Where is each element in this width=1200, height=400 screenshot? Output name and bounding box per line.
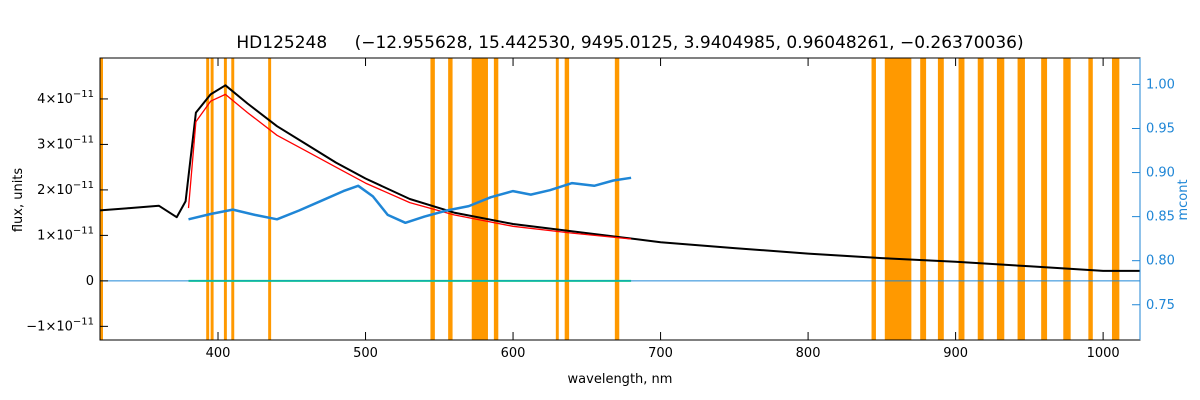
series-mcont bbox=[188, 176, 632, 225]
x-tick-label: 400 bbox=[206, 346, 231, 361]
y2-tick-label: 0.80 bbox=[1146, 254, 1175, 269]
x-tick-label: 600 bbox=[501, 346, 526, 361]
masked-region bbox=[958, 58, 965, 340]
masked-region bbox=[231, 58, 235, 340]
masked-region bbox=[1063, 58, 1071, 340]
y-tick-label: −1×10−11 bbox=[26, 316, 94, 334]
masked-region bbox=[493, 58, 499, 340]
title-star: HD125248 bbox=[236, 33, 327, 53]
y2-tick-label: 0.85 bbox=[1146, 210, 1175, 225]
y-tick-label: 0 bbox=[86, 274, 94, 289]
y-tick-label: 1×10−11 bbox=[37, 225, 94, 243]
y2-tick-label: 0.90 bbox=[1146, 166, 1175, 181]
masked-region bbox=[1088, 58, 1093, 340]
title-params: (−12.955628, 15.442530, 9495.0125, 3.940… bbox=[355, 33, 1024, 53]
masked-region bbox=[977, 58, 984, 340]
masked-region bbox=[100, 58, 103, 340]
y-tick-label: 4×10−11 bbox=[37, 89, 94, 107]
series-layer bbox=[99, 84, 1140, 282]
series-observed bbox=[99, 84, 1140, 272]
chart-title: HD125248 (−12.955628, 15.442530, 9495.01… bbox=[236, 33, 1023, 53]
x-tick-label: 1000 bbox=[1087, 346, 1120, 361]
masked-region bbox=[471, 58, 488, 340]
masked-region bbox=[268, 58, 272, 340]
masked-region bbox=[1111, 58, 1120, 340]
masked-region bbox=[564, 58, 570, 340]
masked-region bbox=[996, 58, 1005, 340]
y2-tick-label: 0.75 bbox=[1146, 298, 1175, 313]
masked-region bbox=[614, 58, 620, 340]
masked-region bbox=[937, 58, 944, 340]
x-tick-label: 500 bbox=[353, 346, 378, 361]
y-tick-label: 3×10−11 bbox=[37, 134, 94, 152]
axes-layer: 400 500 600 700 800 900 1000 4×10−11 3×10−11 2×10… bbox=[26, 58, 1175, 361]
masked-region bbox=[430, 58, 435, 340]
masked-region bbox=[206, 58, 210, 340]
masked-region bbox=[1041, 58, 1048, 340]
series-model bbox=[187, 93, 632, 240]
masked-region bbox=[448, 58, 453, 340]
y2-axis-label: mcont bbox=[1176, 179, 1191, 220]
y-tick-label: 2×10−11 bbox=[37, 180, 94, 198]
y2-tick-label: 1.00 bbox=[1146, 77, 1175, 92]
x-axis-label: wavelength, nm bbox=[568, 372, 673, 387]
x-tick-label: 700 bbox=[648, 346, 673, 361]
x-tick-label: 900 bbox=[943, 346, 968, 361]
y2-tick-label: 0.95 bbox=[1146, 122, 1175, 137]
masked-region bbox=[884, 58, 912, 340]
masked-region bbox=[1017, 58, 1025, 340]
masked-region bbox=[871, 58, 876, 340]
masked-region bbox=[210, 58, 214, 340]
x-tick-label: 800 bbox=[796, 346, 821, 361]
y-axis-label: flux, units bbox=[11, 168, 26, 233]
masked-region bbox=[555, 58, 559, 340]
masked-regions bbox=[100, 58, 1120, 340]
masked-region bbox=[920, 58, 927, 340]
masked-region bbox=[223, 58, 227, 340]
